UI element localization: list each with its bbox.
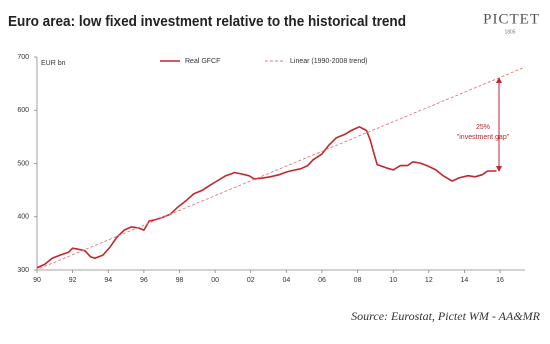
x-tick-label: 08 [354, 277, 362, 284]
x-tick-label: 12 [425, 277, 433, 284]
x-tick-label: 02 [247, 277, 255, 284]
y-tick-label: 600 [17, 107, 29, 114]
series-line [39, 66, 526, 269]
x-tick-label: 04 [282, 277, 290, 284]
x-tick-label: 96 [140, 277, 148, 284]
x-tick-label: 06 [318, 277, 326, 284]
series-line [36, 126, 497, 269]
x-tick-label: 14 [461, 277, 469, 284]
x-tick-label: 10 [389, 277, 397, 284]
x-tick-label: 92 [69, 277, 77, 284]
legend-label: Linear (1990-2008 trend) [290, 58, 367, 65]
y-tick-label: 300 [17, 267, 29, 274]
legend-label: Real GFCF [185, 58, 220, 65]
annotation: "investment gap" [457, 134, 510, 141]
y-axis-label: EUR bn [41, 60, 66, 67]
logo: PICTET [483, 11, 540, 27]
x-tick-label: 98 [176, 277, 184, 284]
logo-year: 1805 [504, 29, 515, 35]
x-tick-label: 00 [211, 277, 219, 284]
annotation: 25% [476, 124, 490, 131]
y-tick-label: 400 [17, 214, 29, 221]
x-tick-label: 94 [104, 277, 112, 284]
y-tick-label: 700 [17, 54, 29, 61]
x-tick-label: 90 [33, 277, 41, 284]
y-tick-label: 500 [17, 160, 29, 167]
x-tick-label: 16 [496, 277, 504, 284]
chart-title: Euro area: low fixed investment relative… [8, 13, 406, 30]
source: Source: Eurostat, Pictet WM - AA&MR [351, 309, 541, 323]
